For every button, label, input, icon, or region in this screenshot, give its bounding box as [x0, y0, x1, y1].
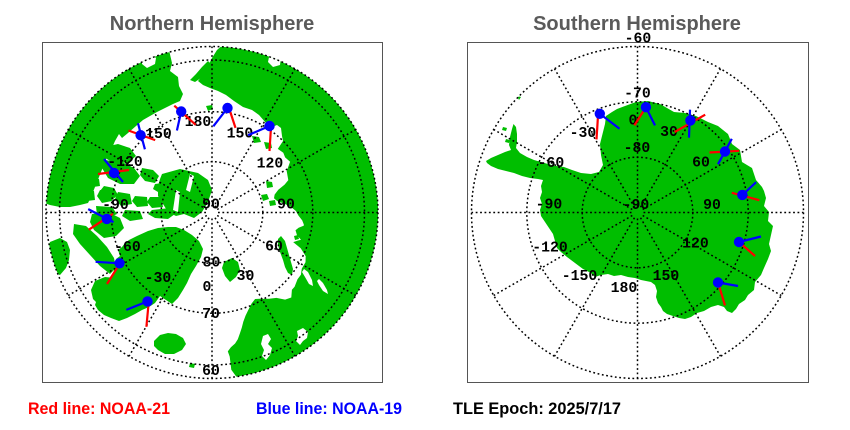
- svg-text:Red line: NOAA-21: Red line: NOAA-21: [28, 400, 170, 418]
- svg-text:30: 30: [237, 269, 255, 285]
- svg-text:60: 60: [202, 364, 220, 380]
- svg-text:-90: -90: [623, 198, 650, 214]
- svg-text:150: 150: [653, 269, 680, 285]
- svg-text:0: 0: [629, 114, 638, 130]
- svg-text:-70: -70: [624, 87, 651, 103]
- svg-text:60: 60: [692, 156, 710, 172]
- svg-text:TLE Epoch: 2025/7/17: TLE Epoch: 2025/7/17: [453, 400, 621, 418]
- svg-text:180: 180: [185, 115, 212, 131]
- svg-text:Northern Hemisphere: Northern Hemisphere: [110, 13, 315, 35]
- svg-text:Blue line: NOAA-19: Blue line: NOAA-19: [256, 400, 402, 418]
- svg-text:-150: -150: [136, 127, 172, 143]
- svg-text:-30: -30: [570, 126, 597, 142]
- svg-text:180: 180: [611, 281, 638, 297]
- svg-text:60: 60: [265, 240, 283, 256]
- svg-text:80: 80: [203, 256, 221, 272]
- svg-text:-90: -90: [102, 198, 129, 214]
- svg-text:-150: -150: [562, 269, 598, 285]
- svg-text:150: 150: [227, 127, 254, 143]
- svg-text:-120: -120: [107, 155, 143, 171]
- svg-text:90: 90: [703, 198, 721, 214]
- svg-text:120: 120: [682, 237, 709, 253]
- svg-text:-120: -120: [532, 241, 568, 257]
- svg-text:90: 90: [277, 198, 295, 214]
- svg-text:-60: -60: [625, 32, 652, 48]
- svg-text:30: 30: [660, 125, 678, 141]
- svg-text:0: 0: [203, 280, 212, 296]
- svg-text:-30: -30: [145, 271, 172, 287]
- svg-text:70: 70: [202, 307, 220, 323]
- svg-text:120: 120: [257, 157, 284, 173]
- svg-text:90: 90: [202, 198, 220, 214]
- svg-text:Southern Hemisphere: Southern Hemisphere: [533, 13, 741, 35]
- svg-text:-60: -60: [538, 156, 565, 172]
- svg-text:-60: -60: [114, 240, 141, 256]
- svg-text:-80: -80: [624, 141, 651, 157]
- svg-text:-90: -90: [536, 198, 563, 214]
